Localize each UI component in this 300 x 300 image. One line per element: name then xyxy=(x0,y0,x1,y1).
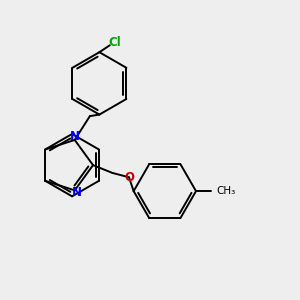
Text: CH₃: CH₃ xyxy=(216,186,235,196)
Text: Cl: Cl xyxy=(109,36,122,49)
Text: N: N xyxy=(72,186,82,199)
Text: O: O xyxy=(124,171,134,184)
Text: N: N xyxy=(70,130,80,143)
